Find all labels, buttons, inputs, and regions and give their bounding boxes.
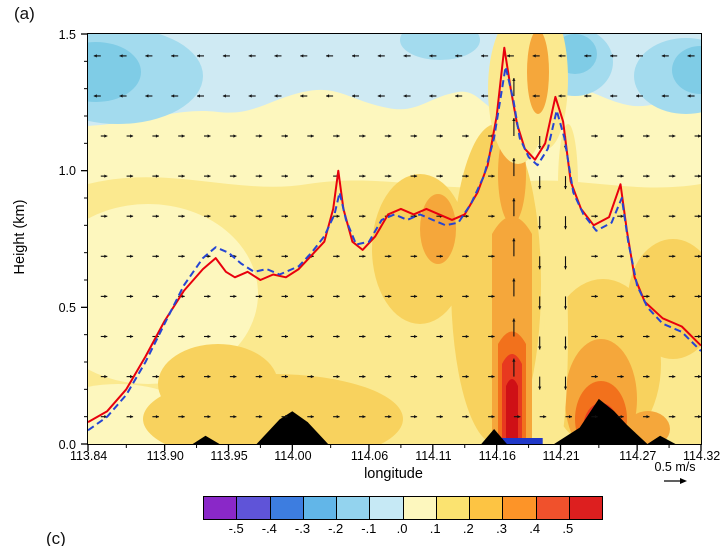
colorbar-swatch <box>503 497 537 519</box>
terrain-silhouette <box>192 398 676 444</box>
axis-ticks <box>81 33 702 451</box>
panel-label-a: (a) <box>14 4 35 23</box>
colorbar-swatch <box>536 497 570 519</box>
x-tick-label: 114.16 <box>478 449 516 463</box>
y-tick-label: 0.0 <box>58 437 76 452</box>
reference-vector-label: 0.5 m/s <box>654 460 696 474</box>
x-axis-tick-labels: 113.84 113.90 113.95 114.00 114.06 114.11 114.… <box>70 449 720 465</box>
y-tick-label: 1.0 <box>58 164 76 179</box>
x-tick-label: 114.00 <box>274 449 312 463</box>
x-tick-label: 113.90 <box>146 449 184 463</box>
y-tick-label: 1.5 <box>58 27 76 42</box>
colorbar-swatch <box>303 497 337 519</box>
y-axis-tick-labels: 0.0 0.5 1.0 1.5 <box>40 28 80 452</box>
wind-vector-field <box>93 54 701 419</box>
x-axis-label: longitude <box>364 466 423 482</box>
colorbar-swatch <box>436 497 470 519</box>
colorbar-swatch <box>569 497 602 519</box>
colorbar-tick-label: -.2 <box>328 521 344 536</box>
colorbar-tick-label: .4 <box>529 521 541 536</box>
panel-label-c: (c) <box>46 529 66 546</box>
colorbar <box>203 496 603 520</box>
colorbar-tick-label: .3 <box>496 521 507 536</box>
colorbar-tick-label: .2 <box>462 521 474 536</box>
x-tick-label: 114.27 <box>619 449 657 463</box>
x-tick-label: 113.95 <box>210 449 248 463</box>
colorbar-tick-label: .0 <box>396 521 408 536</box>
colorbar-tick-label: -.4 <box>261 521 277 536</box>
colorbar-swatch <box>270 497 304 519</box>
colorbar-tick-labels: -.5 -.4 -.3 -.2 -.1 .0 .1 .2 .3 .4 .5 <box>203 521 601 537</box>
colorbar-swatch <box>470 497 504 519</box>
y-tick-label: 0.5 <box>58 300 76 315</box>
contour-field <box>88 34 701 444</box>
reference-vector-arrow <box>664 478 687 484</box>
y-axis-label: Height (km) <box>12 199 28 275</box>
colorbar-tick-label: .5 <box>562 521 574 536</box>
colorbar-swatch <box>237 497 271 519</box>
x-tick-label: 114.32 <box>682 449 721 463</box>
x-tick-label: 114.06 <box>350 449 389 463</box>
reference-vector: 0.5 m/s <box>638 460 712 486</box>
x-tick-label: 114.11 <box>415 449 452 463</box>
colorbar-swatch <box>204 497 238 519</box>
colorbar-tick-label: .1 <box>429 521 441 536</box>
colorbar-tick-label: -.3 <box>294 521 311 536</box>
plot-area <box>81 33 702 451</box>
x-tick-label: 114.21 <box>542 449 580 463</box>
colorbar-swatch <box>403 497 437 519</box>
surface-highlight-bar <box>486 438 543 444</box>
contour-plot-svg <box>81 33 702 451</box>
boundary-layer-height-lines <box>88 46 701 432</box>
colorbar-tick-label: -.1 <box>361 521 377 536</box>
colorbar-swatch <box>337 497 371 519</box>
colorbar-tick-label: -.5 <box>228 521 244 536</box>
colorbar-swatch <box>370 497 404 519</box>
x-tick-label: 113.84 <box>69 449 108 463</box>
